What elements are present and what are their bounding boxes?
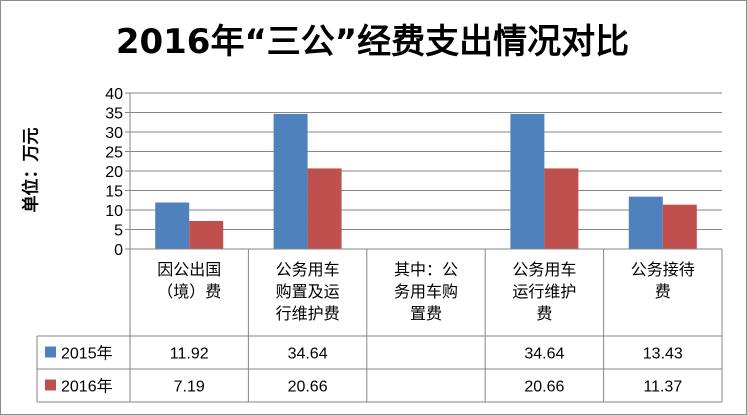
category-label: 公务接待 — [631, 260, 695, 279]
legend-label: 2015年 — [61, 345, 113, 363]
bar — [307, 168, 342, 249]
data-table-value: 11.92 — [170, 346, 209, 363]
category-label: 务用车购 — [394, 282, 458, 301]
y-tick-label: 15 — [105, 184, 123, 201]
category-label: 其中：公 — [394, 260, 458, 279]
y-tick-label: 30 — [105, 125, 123, 142]
legend-swatch — [45, 346, 56, 358]
y-tick-label: 35 — [105, 106, 123, 123]
data-table-value: 11.37 — [643, 379, 682, 396]
bar — [544, 168, 579, 249]
data-table-value: 20.66 — [288, 379, 328, 396]
category-label: 费 — [536, 304, 552, 323]
bar — [662, 204, 697, 249]
legend-label: 2016年 — [61, 378, 113, 396]
data-table-value: 34.64 — [288, 346, 328, 363]
category-label: 购置及运 — [276, 282, 340, 301]
y-tick-label: 20 — [105, 164, 123, 181]
y-tick-label: 0 — [114, 242, 123, 259]
chart-title: 2016年“三公”经费支出情况对比 — [115, 22, 630, 62]
category-label: 运行维护 — [512, 282, 576, 301]
bar — [628, 196, 663, 249]
data-table-value: 20.66 — [524, 379, 564, 396]
category-label: 费 — [655, 282, 671, 301]
y-tick-label: 10 — [105, 203, 123, 220]
category-label: 行维护费 — [276, 304, 340, 323]
legend-swatch — [45, 379, 56, 391]
data-table-value: 34.64 — [524, 346, 564, 363]
bar — [189, 220, 224, 249]
y-tick-label: 40 — [105, 86, 123, 103]
category-label: 因公出国 — [157, 260, 221, 279]
bar — [510, 113, 545, 250]
data-table-value: 7.19 — [174, 379, 205, 396]
category-label: （境）费 — [157, 282, 221, 301]
y-tick-label: 25 — [105, 145, 123, 162]
category-label: 置费 — [410, 304, 442, 323]
bar — [273, 113, 308, 250]
bar — [155, 202, 190, 249]
category-label: 公务用车 — [276, 260, 340, 279]
category-label: 公务用车 — [512, 260, 576, 279]
y-tick-label: 5 — [114, 223, 123, 240]
data-table-value: 13.43 — [643, 346, 683, 363]
